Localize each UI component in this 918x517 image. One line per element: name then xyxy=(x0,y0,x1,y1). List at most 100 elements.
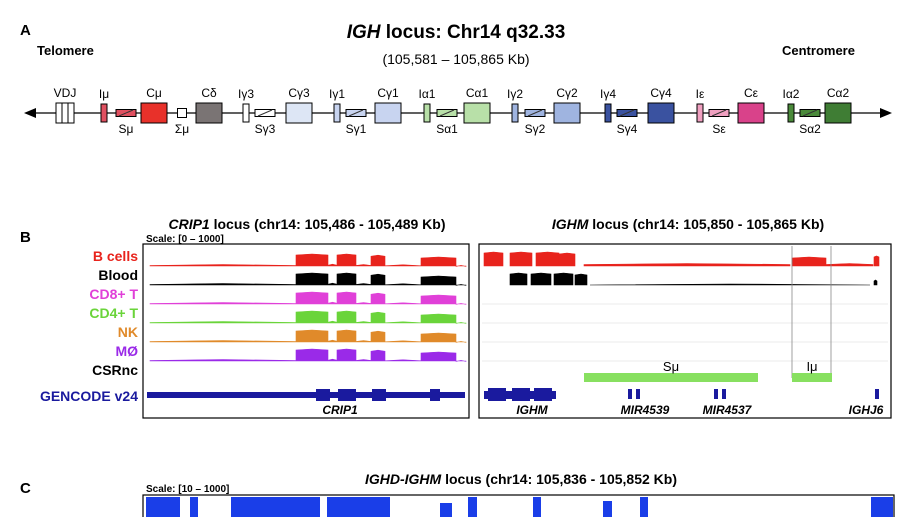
panel-c-coverage-block-0 xyxy=(146,497,180,517)
locus-segments: VDJ Iμ Sμ Cμ Σμ Cδ Iγ3 Sγ3 Cγ3 Iγ1 Sγ1 Cγ1 Iα1 Sα1 Cα1… xyxy=(54,86,852,136)
panel-c-coverage-block-5 xyxy=(468,497,477,517)
panel-a-title-gene: IGH xyxy=(347,22,382,43)
crip1-gene-body xyxy=(147,392,465,398)
crip1-exon-0 xyxy=(316,389,330,401)
panel-c-letter: C xyxy=(20,480,31,497)
panel-c-title-rest: locus (chr14: 105,836 - 105,852 Kb) xyxy=(441,471,677,487)
panel-c-coverage-block-2 xyxy=(231,497,320,517)
segment-18-box xyxy=(604,103,612,123)
segment-23-box xyxy=(737,102,765,124)
segment-1-top-label: Iμ xyxy=(99,87,109,101)
segment-22-bottom-label: Sε xyxy=(712,122,726,136)
panel-c-coverage-block-8 xyxy=(640,497,648,517)
crip1-signal-5 xyxy=(149,348,467,362)
segment-26-box xyxy=(824,102,852,124)
crip1-signal-0 xyxy=(149,253,467,267)
gene-label-right-3: IGHJ6 xyxy=(849,403,884,417)
track-label-0: B cells xyxy=(93,248,138,264)
mir-feature-4 xyxy=(875,389,879,399)
ighm-exon-0 xyxy=(488,388,506,401)
panel-c-title-gene: IGHD-IGHM xyxy=(365,471,442,487)
segment-15-top-label: Iγ2 xyxy=(507,87,523,101)
switch-hatch-16 xyxy=(527,109,543,117)
panel-c-coverage-block-3 xyxy=(327,497,390,517)
mir-feature-3 xyxy=(722,389,726,399)
segment-0-box xyxy=(55,102,75,124)
track-label-5: MØ xyxy=(115,343,138,359)
gene-label-crip1: CRIP1 xyxy=(322,403,358,417)
panel-c-coverage-block-9 xyxy=(871,497,893,517)
ighm-exon-1 xyxy=(512,388,530,401)
track-label-4: NK xyxy=(118,324,138,340)
segment-24-box xyxy=(787,103,795,123)
segment-21-box xyxy=(696,103,704,123)
segment-20-top-label: Cγ4 xyxy=(650,86,672,100)
panel-c-scale: Scale: [10 – 1000] xyxy=(146,484,229,495)
track-label-7: GENCODE v24 xyxy=(40,388,138,404)
segment-8-box xyxy=(285,102,313,124)
switch-hatch-19 xyxy=(619,109,635,117)
s-mu-feature xyxy=(584,373,758,382)
switch-hatch-13 xyxy=(439,109,455,117)
panel-b-scale: Scale: [0 – 1000] xyxy=(146,234,224,245)
switch-hatch-10 xyxy=(348,109,364,117)
segment-21-top-label: Iε xyxy=(696,87,705,101)
track-label-6: CSRnc xyxy=(92,362,138,378)
switch-hatch-25 xyxy=(802,109,818,117)
mir-feature-2 xyxy=(714,389,718,399)
ighm-signal-0 xyxy=(483,251,880,267)
segment-0-top-label: VDJ xyxy=(54,86,77,100)
gene-label-right-2: MIR4537 xyxy=(703,403,753,417)
segment-9-box xyxy=(333,103,341,123)
segment-18-top-label: Iγ4 xyxy=(600,87,616,101)
ighm-locus-title: IGHM locus (chr14: 105,850 - 105,865 Kb) xyxy=(552,216,824,232)
segment-5-box xyxy=(195,102,223,124)
i-mu-feature xyxy=(792,373,832,382)
i-mu-feature-label: Iμ xyxy=(806,359,817,374)
panel-a-range: (105,581 – 105,865 Kb) xyxy=(382,51,529,67)
crip1-exon-1 xyxy=(338,389,356,401)
panel-a-title-rest: locus: Chr14 q32.33 xyxy=(380,22,565,43)
panel-b-letter: B xyxy=(20,229,31,246)
crip1-locus-title: CRIP1 locus (chr14: 105,486 - 105,489 Kb… xyxy=(168,216,445,232)
segment-6-top-label: Iγ3 xyxy=(238,87,254,101)
segment-6-box xyxy=(242,103,250,123)
segment-10-bottom-label: Sγ1 xyxy=(346,122,367,136)
left-arrowhead xyxy=(24,108,36,118)
segment-16-bottom-label: Sγ2 xyxy=(525,122,546,136)
segment-3-top-label: Cμ xyxy=(146,86,162,100)
s-mu-feature-label: Sμ xyxy=(663,359,679,374)
track-label-2: CD8+ T xyxy=(89,286,138,302)
segment-4-bottom-label: Σμ xyxy=(175,122,189,136)
segment-20-box xyxy=(647,102,675,124)
segment-17-top-label: Cγ2 xyxy=(556,86,578,100)
crip1-title-rest: locus (chr14: 105,486 - 105,489 Kb) xyxy=(210,216,446,232)
track-label-3: CD4+ T xyxy=(89,305,138,321)
panel-c-coverage-block-7 xyxy=(603,501,612,517)
ighm-exon-2 xyxy=(534,388,552,401)
panel-c-coverage-block-1 xyxy=(190,497,198,517)
gene-label-right-0: IGHM xyxy=(516,403,548,417)
segment-13-bottom-label: Sα1 xyxy=(436,122,458,136)
centromere-label: Centromere xyxy=(782,43,855,58)
track-labels: B cells Blood CD8+ T CD4+ T NK MØ CSRnc GENCODE… xyxy=(40,248,138,404)
segment-17-box xyxy=(553,102,581,124)
segment-11-top-label: Cγ1 xyxy=(377,86,399,100)
segment-12-box xyxy=(423,103,431,123)
panel-c-coverage xyxy=(146,497,893,517)
panel-c-coverage-block-6 xyxy=(533,497,541,517)
panel-c-title: IGHD-IGHM locus (chr14: 105,836 - 105,85… xyxy=(365,471,677,487)
panel-c-coverage-block-4 xyxy=(440,503,452,517)
switch-hatch-22 xyxy=(711,109,727,117)
ighm-title-gene: IGHM xyxy=(552,216,589,232)
switch-hatch-7 xyxy=(257,109,273,117)
panel-b-tracks: Sμ Iμ CRIP1 IGHM MIR4539 MIR4537 IGHJ6 xyxy=(147,246,888,417)
segment-11-box xyxy=(374,102,402,124)
crip1-title-gene: CRIP1 xyxy=(168,216,209,232)
segment-26-top-label: Cα2 xyxy=(827,86,850,100)
segment-5-top-label: Cδ xyxy=(201,86,217,100)
ighm-title-rest: locus (chr14: 105,850 - 105,865 Kb) xyxy=(588,216,824,232)
segment-2-bottom-label: Sμ xyxy=(119,122,134,136)
switch-hatch-2 xyxy=(118,109,134,117)
